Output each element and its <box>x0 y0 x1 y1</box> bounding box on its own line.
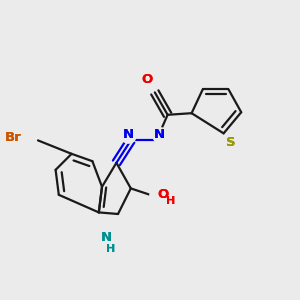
Text: O: O <box>141 73 152 86</box>
Text: N: N <box>123 128 134 141</box>
Text: N: N <box>154 128 165 141</box>
Text: N: N <box>100 230 111 244</box>
Text: H: H <box>166 196 175 206</box>
Text: Br: Br <box>5 131 22 144</box>
Text: O: O <box>157 188 168 201</box>
Text: H: H <box>106 244 116 254</box>
Text: N: N <box>123 128 134 141</box>
Text: O: O <box>141 73 152 86</box>
Text: N: N <box>154 128 165 141</box>
Text: O: O <box>157 188 168 201</box>
Text: Br: Br <box>5 131 22 144</box>
Text: S: S <box>226 136 236 149</box>
Text: H: H <box>166 196 175 206</box>
Text: S: S <box>226 136 236 149</box>
Text: N: N <box>100 230 111 244</box>
Text: H: H <box>106 244 116 254</box>
